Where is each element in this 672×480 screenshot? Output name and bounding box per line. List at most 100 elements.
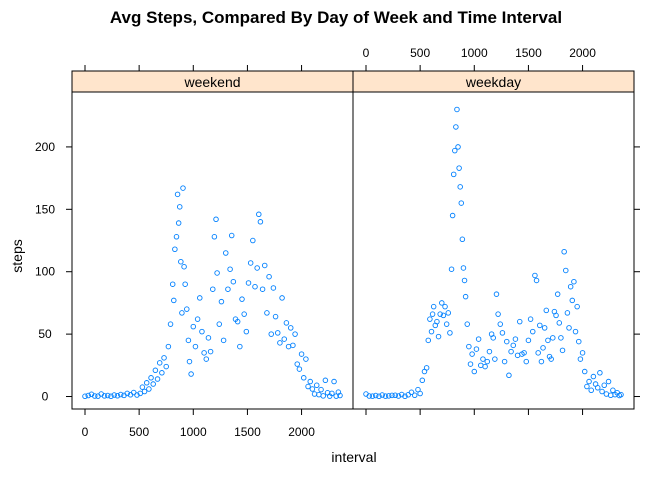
y-tick-label: 200	[35, 140, 55, 154]
data-point-weekday	[586, 378, 592, 385]
chart-title: Avg Steps, Compared By Day of Week and T…	[110, 8, 562, 27]
data-point-weekend	[252, 283, 258, 290]
x-tick-label: 2000	[288, 425, 315, 439]
data-point-weekday	[506, 372, 512, 379]
data-point-weekend	[169, 281, 176, 287]
data-point-weekend	[225, 286, 231, 292]
data-point-weekend	[303, 356, 309, 362]
data-point-weekend	[104, 392, 111, 399]
data-point-weekday	[590, 373, 597, 380]
data-point-weekday	[369, 393, 376, 399]
data-point-weekend	[318, 386, 324, 393]
data-point-weekday	[461, 277, 468, 284]
data-point-weekend	[337, 392, 343, 399]
data-point-weekend	[91, 393, 98, 399]
data-point-weekend	[290, 342, 296, 349]
data-point-weekday	[417, 390, 423, 397]
data-point-weekend	[181, 263, 187, 270]
data-point-weekday	[556, 320, 563, 326]
data-point-weekend	[294, 361, 300, 367]
data-point-weekday	[411, 392, 418, 399]
data-point-weekday	[389, 392, 395, 399]
y-tick-label: 50	[38, 327, 52, 341]
data-point-weekday	[434, 318, 440, 325]
y-tick-label: 0	[42, 390, 49, 404]
data-point-weekday	[372, 392, 379, 399]
data-point-weekday	[423, 365, 430, 371]
data-point-weekend	[180, 185, 186, 191]
data-point-weekday	[527, 316, 534, 322]
data-point-weekday	[480, 356, 486, 362]
data-point-weekend	[141, 388, 148, 395]
data-point-weekday	[453, 124, 459, 130]
data-point-weekend	[292, 331, 298, 337]
data-point-weekend	[227, 266, 233, 272]
data-point-weekday	[490, 335, 496, 341]
data-point-weekend	[247, 260, 254, 266]
data-point-weekend	[210, 286, 216, 292]
strip-label-weekday: weekday	[465, 74, 521, 90]
data-point-weekday	[594, 385, 601, 391]
data-point-weekend	[156, 360, 163, 366]
data-point-weekday	[569, 297, 576, 304]
y-tick-label: 150	[35, 202, 55, 216]
data-point-weekday	[559, 347, 566, 354]
data-point-weekend	[287, 325, 294, 331]
data-point-weekend	[143, 380, 150, 386]
data-point-weekend	[137, 390, 143, 397]
data-point-weekday	[475, 336, 482, 342]
data-point-weekday	[581, 368, 588, 375]
data-point-weekend	[101, 393, 108, 399]
data-point-weekday	[486, 348, 493, 355]
data-point-weekend	[167, 321, 174, 327]
x-tick-label: 500	[410, 46, 430, 60]
data-point-weekday	[605, 378, 612, 385]
data-point-weekday	[437, 311, 443, 317]
data-point-weekend	[250, 237, 256, 244]
data-point-weekday	[473, 346, 480, 352]
data-point-weekday	[521, 350, 527, 356]
data-point-weekend	[296, 366, 303, 372]
data-point-weekday	[588, 387, 594, 394]
data-point-weekend	[199, 328, 205, 335]
data-point-weekday	[548, 356, 554, 362]
data-point-weekend	[163, 363, 169, 370]
data-point-weekday	[376, 393, 382, 400]
data-point-weekday	[459, 236, 466, 243]
data-point-weekday	[448, 266, 455, 272]
data-point-weekend	[117, 391, 124, 398]
data-point-weekday	[456, 165, 462, 171]
data-point-weekend	[108, 393, 114, 400]
data-point-weekend	[197, 295, 203, 301]
x-tick-label: 0	[363, 46, 370, 60]
data-point-weekend	[270, 285, 277, 291]
data-point-weekend	[218, 298, 225, 305]
data-point-weekday	[577, 356, 584, 362]
x-tick-label: 2000	[569, 46, 596, 60]
data-point-weekend	[82, 393, 88, 400]
data-point-weekday	[425, 337, 432, 344]
data-point-weekend	[178, 258, 184, 265]
data-point-weekday	[576, 338, 582, 345]
data-point-weekend	[298, 351, 305, 357]
data-point-weekday	[535, 350, 541, 356]
x-tick-label: 0	[82, 425, 89, 439]
data-point-weekend	[256, 211, 262, 218]
data-point-weekend	[257, 219, 264, 225]
x-tick-label: 1500	[515, 46, 542, 60]
data-point-weekday	[452, 147, 458, 154]
data-point-weekend	[259, 286, 266, 292]
data-point-weekday	[561, 248, 567, 255]
data-point-weekday	[597, 370, 603, 376]
data-point-weekend	[185, 337, 192, 344]
data-point-weekday	[443, 321, 450, 327]
data-point-weekend	[230, 278, 237, 285]
data-point-weekday	[501, 358, 508, 365]
data-point-weekend	[329, 390, 335, 397]
data-point-weekend	[172, 246, 178, 253]
data-point-weekday	[449, 212, 456, 219]
data-point-weekend	[146, 386, 152, 392]
data-point-weekday	[599, 388, 605, 395]
data-point-weekday	[366, 393, 372, 399]
